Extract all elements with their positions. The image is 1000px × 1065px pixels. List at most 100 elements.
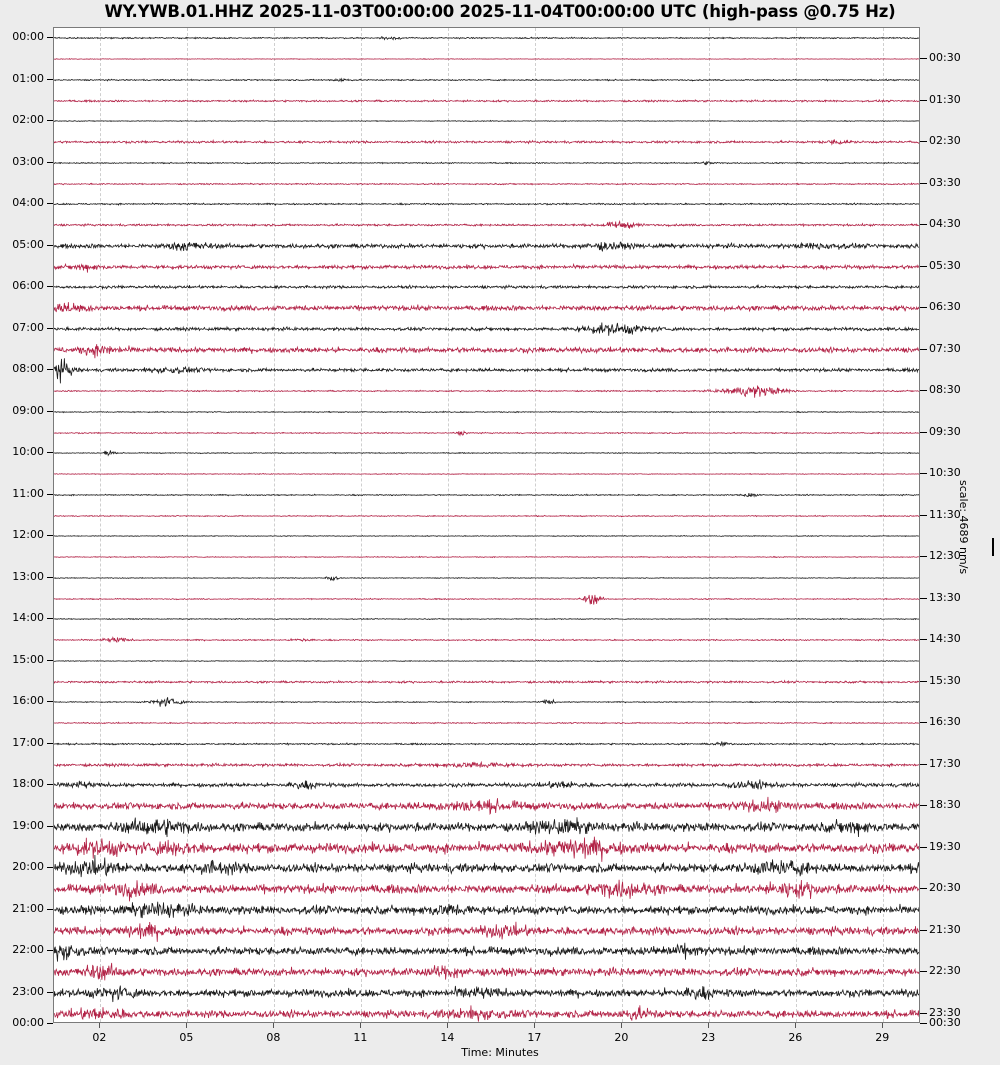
trace-07-00 <box>54 314 919 344</box>
y-tickmark-left-17 <box>47 742 53 744</box>
y-tick-left-11: 11:00 <box>12 486 44 500</box>
y-tick-right-4: 04:30 <box>929 217 961 231</box>
y-tick-left-16: 16:00 <box>12 694 44 708</box>
trace-15-00 <box>54 646 919 676</box>
y-tickmark-left-15 <box>47 659 53 661</box>
trace-00-00 <box>54 27 919 53</box>
y-tick-left-3: 03:00 <box>12 154 44 168</box>
x-tickmark-05 <box>186 1023 188 1028</box>
y-tickmark-left-6 <box>47 286 53 288</box>
y-tickmark-left-14 <box>47 618 53 620</box>
y-tick-right-1: 01:30 <box>929 92 961 106</box>
y-tick-right-0: 00:30 <box>929 51 961 65</box>
trace-13-30 <box>54 584 919 614</box>
x-tick-label-20: 20 <box>614 1031 629 1044</box>
y-tick-right-19: 19:30 <box>929 839 961 853</box>
y-tick-right-23: 23:30 <box>929 1005 961 1019</box>
trace-05-30 <box>54 252 919 282</box>
y-tickmark-right-3 <box>920 182 927 184</box>
gridline-minute-20 <box>622 28 624 1022</box>
y-tick-left-20: 20:00 <box>12 860 44 874</box>
trace-16-30 <box>54 708 919 738</box>
x-axis-title: Time: Minutes <box>461 1046 539 1059</box>
trace-10-30 <box>54 459 919 489</box>
y-tick-right-17: 17:30 <box>929 756 961 770</box>
y-tickmark-left-9 <box>47 410 53 412</box>
x-tick-label-08: 08 <box>266 1031 281 1044</box>
y-tickmark-right-2 <box>920 141 927 143</box>
y-tick-right-20: 20:30 <box>929 881 961 895</box>
y-tickmark-right-0 <box>920 58 927 60</box>
trace-13-00 <box>54 563 919 593</box>
trace-19-30 <box>54 833 919 863</box>
y-tickmark-right-1 <box>920 99 927 101</box>
gridline-minute-17 <box>535 28 537 1022</box>
y-tick-right-18: 18:30 <box>929 798 961 812</box>
trace-17-30 <box>54 750 919 780</box>
y-tickmark-left-24 <box>47 1023 53 1024</box>
trace-09-00 <box>54 397 919 427</box>
trace-23-00 <box>54 978 919 1008</box>
x-tick-label-29: 29 <box>875 1031 890 1044</box>
x-tickmark-11 <box>360 1023 362 1028</box>
y-tick-right-7: 07:30 <box>929 341 961 355</box>
y-tick-right-last: 00:30 <box>929 1016 961 1029</box>
gridline-minute-08 <box>274 28 276 1022</box>
y-tickmark-left-19 <box>47 825 53 827</box>
x-tick-label-02: 02 <box>92 1031 107 1044</box>
x-tick-label-23: 23 <box>701 1031 716 1044</box>
y-tickmark-right-last <box>920 1023 927 1024</box>
y-tickmark-left-8 <box>47 369 53 371</box>
trace-23-30 <box>54 999 919 1023</box>
trace-08-30 <box>54 376 919 406</box>
y-tick-left-5: 05:00 <box>12 237 44 251</box>
y-tickmark-right-10 <box>920 473 927 475</box>
gridline-minute-14 <box>448 28 450 1022</box>
y-tick-left-19: 19:00 <box>12 818 44 832</box>
trace-17-00 <box>54 729 919 759</box>
trace-16-00 <box>54 687 919 717</box>
trace-22-30 <box>54 957 919 987</box>
y-tickmark-right-12 <box>920 556 927 558</box>
y-tickmark-left-0 <box>47 37 53 39</box>
y-tick-left-9: 09:00 <box>12 403 44 417</box>
y-tickmark-right-4 <box>920 224 927 226</box>
x-tickmark-29 <box>882 1023 884 1028</box>
trace-14-30 <box>54 625 919 655</box>
scale-bar-icon <box>992 538 994 556</box>
y-tick-left-2: 02:00 <box>12 113 44 127</box>
trace-11-00 <box>54 480 919 510</box>
y-tick-right-5: 05:30 <box>929 258 961 272</box>
y-tick-left-7: 07:00 <box>12 320 44 334</box>
y-tickmark-right-5 <box>920 265 927 267</box>
y-tickmark-right-8 <box>920 390 927 392</box>
trace-15-30 <box>54 667 919 697</box>
y-tick-right-10: 10:30 <box>929 466 961 480</box>
y-tick-left-12: 12:00 <box>12 528 44 542</box>
trace-01-00 <box>54 65 919 95</box>
y-tick-left-10: 10:00 <box>12 445 44 459</box>
y-tickmark-right-16 <box>920 722 927 724</box>
x-tickmark-02 <box>99 1023 101 1028</box>
y-tick-right-13: 13:30 <box>929 590 961 604</box>
y-tickmark-left-21 <box>47 908 53 910</box>
seismogram-plot-area[interactable] <box>53 27 920 1023</box>
y-tick-left-17: 17:00 <box>12 735 44 749</box>
trace-06-30 <box>54 293 919 323</box>
y-tick-right-11: 11:30 <box>929 507 961 521</box>
scale-annotation: scale: 4689 nm/s <box>957 480 1000 600</box>
trace-21-30 <box>54 916 919 946</box>
y-tick-right-2: 02:30 <box>929 134 961 148</box>
y-tick-right-9: 09:30 <box>929 424 961 438</box>
x-tickmark-23 <box>708 1023 710 1028</box>
y-tickmark-left-22 <box>47 950 53 952</box>
trace-03-00 <box>54 148 919 178</box>
gridline-minute-11 <box>361 28 363 1022</box>
y-tickmark-left-12 <box>47 535 53 537</box>
y-tickmark-left-4 <box>47 203 53 205</box>
y-tick-left-13: 13:00 <box>12 569 44 583</box>
y-tickmark-left-7 <box>47 327 53 329</box>
y-tickmark-left-5 <box>47 244 53 246</box>
y-tickmark-left-13 <box>47 576 53 578</box>
